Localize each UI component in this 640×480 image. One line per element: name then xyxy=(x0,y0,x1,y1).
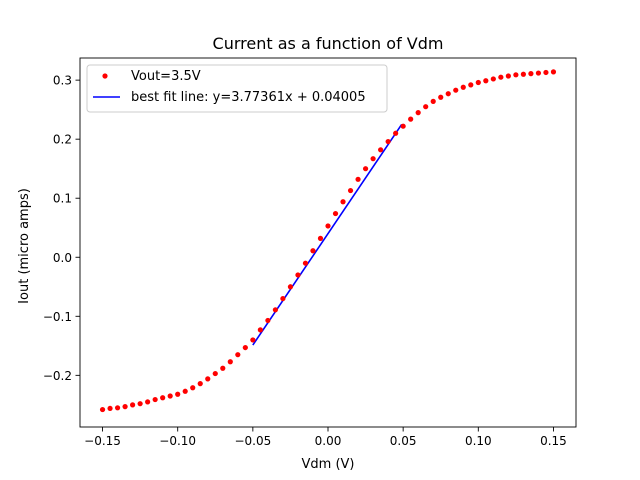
y-tick-label: 0.1 xyxy=(53,192,72,206)
data-point xyxy=(114,405,121,411)
data-point xyxy=(227,359,233,365)
data-point xyxy=(362,166,369,172)
data-point xyxy=(408,116,414,122)
data-point xyxy=(445,91,451,97)
data-point xyxy=(190,385,196,391)
data-point xyxy=(235,352,241,358)
data-point xyxy=(340,199,346,205)
data-point xyxy=(212,370,218,377)
data-point xyxy=(287,284,294,290)
data-point xyxy=(152,396,158,403)
data-point xyxy=(317,235,324,241)
y-tick-label: −0.1 xyxy=(43,310,72,324)
data-point xyxy=(513,72,519,78)
data-point xyxy=(107,405,113,412)
data-point xyxy=(310,248,316,254)
data-point xyxy=(483,78,489,84)
data-point xyxy=(550,69,557,75)
data-point xyxy=(520,71,526,77)
y-tick-label: 0.0 xyxy=(53,251,72,265)
data-point xyxy=(430,98,436,104)
data-point xyxy=(272,307,278,313)
y-axis: −0.2 −0.1 0.0 0.1 0.2 0.3 xyxy=(43,74,80,383)
fit-line xyxy=(252,123,403,346)
data-point xyxy=(438,94,444,100)
x-tick-label: 0.05 xyxy=(390,434,417,448)
data-point xyxy=(385,138,391,145)
data-point xyxy=(122,404,128,410)
data-point xyxy=(220,365,226,371)
data-point xyxy=(265,317,271,324)
data-point xyxy=(423,104,429,110)
data-point xyxy=(295,272,301,278)
data-point xyxy=(182,388,188,394)
legend-label: best fit line: y=3.77361x + 0.04005 xyxy=(131,90,366,105)
data-point xyxy=(325,223,331,229)
data-point xyxy=(250,337,256,343)
data-point xyxy=(535,70,542,76)
data-point xyxy=(370,156,376,162)
y-tick-label: −0.2 xyxy=(43,369,72,383)
data-point xyxy=(543,69,549,76)
data-point xyxy=(490,76,496,82)
legend-label: Vout=3.5V xyxy=(131,69,201,84)
data-point xyxy=(498,74,504,80)
data-point xyxy=(130,402,136,408)
data-point xyxy=(415,110,421,116)
data-point xyxy=(175,391,181,397)
data-point xyxy=(257,327,263,333)
legend-marker xyxy=(102,73,108,79)
data-point xyxy=(280,295,286,302)
data-point xyxy=(167,393,173,399)
data-point xyxy=(99,406,106,413)
data-point xyxy=(302,260,309,266)
x-tick-label: 0.00 xyxy=(315,434,342,448)
x-tick-label: −0.05 xyxy=(234,434,271,448)
x-axis-label: Vdm (V) xyxy=(302,457,355,472)
data-point xyxy=(400,123,406,129)
data-point xyxy=(475,79,481,86)
data-point xyxy=(242,344,248,351)
data-point xyxy=(332,210,339,217)
legend: Vout=3.5V best fit line: y=3.77361x + 0.0… xyxy=(86,64,388,113)
x-tick-label: 0.15 xyxy=(540,434,567,448)
data-point xyxy=(347,187,354,194)
y-axis-label: Iout (micro amps) xyxy=(17,188,32,304)
data-point xyxy=(137,401,143,407)
data-point xyxy=(468,82,474,88)
data-point xyxy=(197,381,203,387)
x-tick-label: −0.15 xyxy=(84,434,121,448)
data-point xyxy=(160,395,166,401)
data-point xyxy=(355,176,361,182)
data-point xyxy=(393,130,399,136)
y-tick-label: 0.3 xyxy=(53,74,72,88)
data-point xyxy=(145,399,151,405)
data-point xyxy=(205,376,211,382)
x-tick-label: 0.10 xyxy=(465,434,492,448)
data-point xyxy=(460,84,466,90)
data-point xyxy=(505,73,511,79)
x-tick-label: −0.10 xyxy=(159,434,196,448)
y-tick-label: 0.2 xyxy=(53,133,72,147)
data-point xyxy=(378,147,384,153)
legend-box xyxy=(86,64,388,113)
plot-area xyxy=(79,57,577,428)
x-axis: −0.15 −0.10 −0.05 0.00 0.05 0.10 0.15 xyxy=(84,427,567,448)
chart-title: Current as a function of Vdm xyxy=(213,34,444,53)
data-point xyxy=(528,71,534,77)
data-point xyxy=(453,87,459,93)
